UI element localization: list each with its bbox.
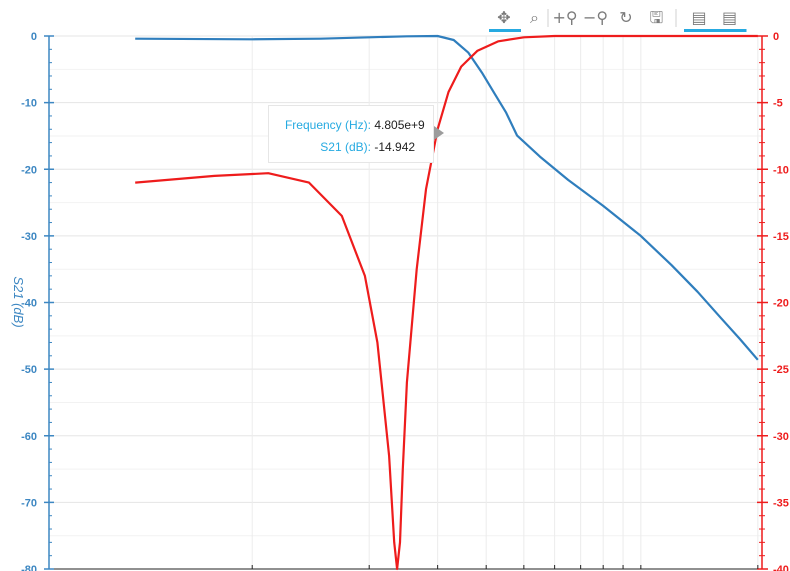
y-tick-label-right: -15 (773, 231, 789, 243)
hover-icon: ▤ (691, 8, 706, 27)
series-right-axis-line[interactable] (135, 34, 758, 571)
y-axis-title-left: S21 (dB) (11, 276, 26, 327)
zoom-in-tool[interactable]: +⚲ (552, 8, 577, 27)
tool-active-indicator (489, 29, 521, 32)
tooltip-s21-row: S21 (dB): -14.942 (269, 136, 433, 158)
tooltip-arrow (434, 126, 444, 140)
y-tick-label-left: -10 (21, 98, 37, 110)
y-tick-label-left: -60 (21, 431, 37, 443)
zoom-out-tool[interactable]: −⚲ (583, 8, 608, 27)
hover-tooltip: Frequency (Hz): 4.805e+9 S21 (dB): -14.9… (268, 105, 444, 163)
tooltip-frequency-value: 4.805e+9 (374, 118, 425, 132)
y-tick-label-right: 0 (773, 31, 779, 43)
y-tick-label-left: -20 (21, 164, 37, 176)
save-tool[interactable]: 🖫 (650, 8, 664, 27)
tooltip-s21-value: -14.942 (374, 140, 416, 154)
zoom-in-icon: +⚲ (552, 8, 577, 27)
reset-icon: ↻ (619, 8, 632, 27)
y-tick-label-right: -30 (773, 431, 789, 443)
y-tick-label-right: -25 (773, 364, 789, 376)
zoom-out-icon: −⚲ (583, 8, 608, 27)
y-tick-label-left: -80 (21, 564, 37, 571)
y-tick-label-left: -50 (21, 364, 37, 376)
series-group (135, 34, 759, 571)
tooltip-frequency-label: Frequency (Hz): (284, 118, 371, 132)
hover-icon: ▤ (722, 8, 737, 27)
pan-icon: ✥ (497, 8, 510, 27)
tooltip-s21-label: S21 (dB): (320, 140, 371, 154)
pan-tool[interactable]: ✥ (489, 8, 521, 32)
y-tick-label-left: -40 (21, 298, 37, 310)
series-s21-line[interactable] (135, 34, 759, 361)
box-zoom-icon: ⌕ (530, 8, 539, 27)
y-tick-label-right: -20 (773, 298, 789, 310)
tooltip-frequency-row: Frequency (Hz): 4.805e+9 (269, 114, 433, 136)
hover-tool-2[interactable]: ▤ (714, 8, 747, 32)
y-tick-label-right: -5 (773, 98, 783, 110)
tool-active-indicator (714, 29, 747, 32)
y-tick-label-right: -10 (773, 164, 789, 176)
y-tick-label-right: -40 (773, 564, 789, 571)
hover-tool-1[interactable]: ▤ (684, 8, 716, 32)
y-tick-label-right: -35 (773, 497, 789, 509)
y-tick-label-left: 0 (31, 31, 37, 43)
axes: 0 -10 -20 -30 -40 -50 -60 -70 -80 0 -5 -10 -15 -20 -25… (21, 31, 789, 571)
save-icon: 🖫 (650, 8, 664, 27)
toolbar: ✥ ⌕ +⚲ −⚲ ↻ 🖫 ▤ ▤ (489, 8, 747, 32)
grid (49, 35, 762, 570)
y-tick-label-left: -70 (21, 497, 37, 509)
tool-active-indicator (684, 29, 716, 32)
box-zoom-tool[interactable]: ⌕ (530, 8, 539, 27)
y-tick-label-left: -30 (21, 231, 37, 243)
reset-tool[interactable]: ↻ (619, 8, 632, 27)
